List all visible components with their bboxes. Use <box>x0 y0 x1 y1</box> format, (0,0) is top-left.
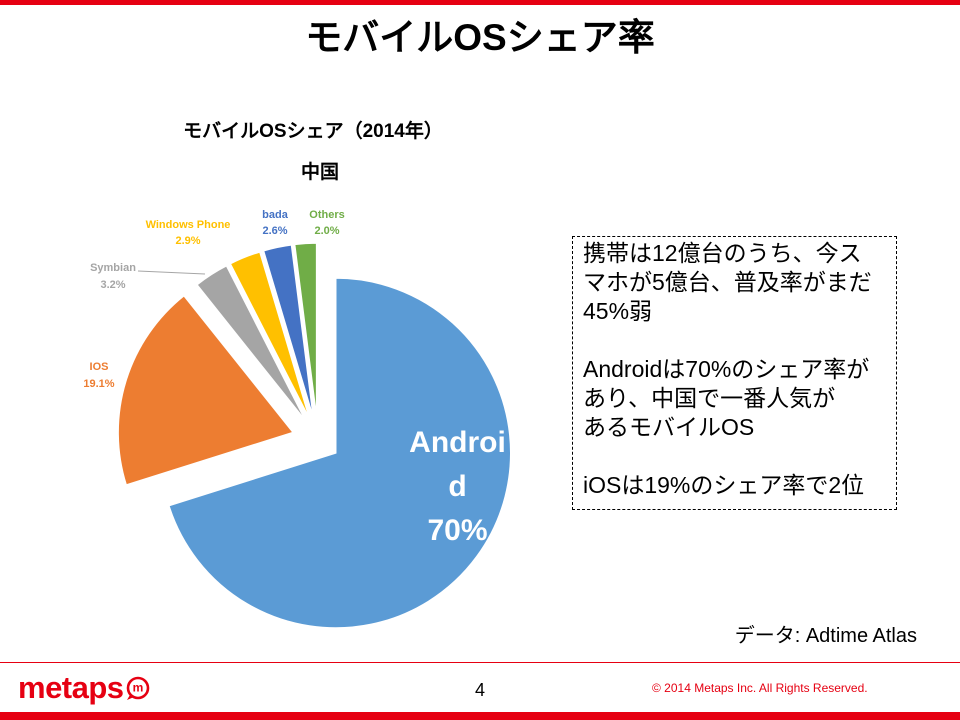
pie-label-symbian-value: 3.2% <box>100 279 125 291</box>
pie-chart: モバイルOSシェア（2014年） 中国 IOS 19.1% Symbian 3.2% W… <box>83 119 512 629</box>
pie-label-android: Android 70% <box>405 421 510 553</box>
notes-line: あり、中国で一番人気が <box>583 385 836 411</box>
logo-mark-letter: m <box>133 681 144 695</box>
pie-slice-windows-phone <box>229 250 311 420</box>
pie-label-bada-value: 2.6% <box>262 225 287 237</box>
pie-label-others-name: Others <box>309 209 344 221</box>
pie-labels: IOS 19.1% Symbian 3.2% Windows Phone 2.9% bada… <box>83 209 344 390</box>
pie-label-windows-phone-name: Windows Phone <box>146 219 231 231</box>
footer-divider <box>0 662 960 663</box>
pie-slice-others <box>293 242 318 419</box>
notes-box: 携帯は12億台のうち、今ス マホが5億台、普及率がまだ 45%弱 Android… <box>572 236 897 510</box>
pie-label-android-name: Android <box>409 426 506 503</box>
pie-slice-android <box>167 277 512 629</box>
notes-line: あるモバイルOS <box>583 414 755 440</box>
copyright-notice: © 2014 Metaps Inc. All Rights Reserved. <box>652 681 868 695</box>
notes-paragraph-2: Androidは70%のシェア率が あり、中国で一番人気が あるモバイルOS <box>583 355 896 442</box>
pie-chart-svg: モバイルOSシェア（2014年） 中国 IOS 19.1% Symbian 3.2% W… <box>83 119 512 629</box>
notes-line: 45%弱 <box>583 298 653 324</box>
pie-slice-symbian <box>195 264 307 422</box>
logo-ring <box>126 676 150 700</box>
notes-paragraph-1: 携帯は12億台のうち、今ス マホが5億台、普及率がまだ 45%弱 <box>583 239 896 326</box>
page-number: 4 <box>474 680 485 700</box>
metaps-logo: metaps m <box>16 668 156 708</box>
pie-slice-ios <box>117 294 295 486</box>
leader-line-symbian <box>137 270 206 275</box>
notes-line: マホが5億台、普及率がまだ <box>583 269 872 295</box>
logo-tail <box>127 694 134 700</box>
notes-line: iOSは19%のシェア率で2位 <box>583 472 865 498</box>
metaps-logo-icon: m <box>126 676 150 700</box>
pie-label-ios-value: 19.1% <box>83 378 114 390</box>
slide-title: モバイルOSシェア率 <box>305 17 655 58</box>
notes-line: Androidは70%のシェア率が <box>583 356 870 382</box>
pie-slices <box>117 242 512 629</box>
top-accent-bar <box>0 0 960 5</box>
pie-label-others-value: 2.0% <box>314 225 339 237</box>
chart-title: モバイルOSシェア（2014年） <box>183 119 443 142</box>
logo-wordmark: metaps <box>18 670 124 705</box>
pie-label-windows-phone-value: 2.9% <box>175 235 200 247</box>
data-source: データ: Adtime Atlas <box>734 625 917 647</box>
pie-label-android-value: 70% <box>427 514 488 547</box>
notes-paragraph-3: iOSは19%のシェア率で2位 <box>583 471 896 500</box>
chart-subtitle: 中国 <box>301 160 339 183</box>
notes-line: 携帯は12億台のうち、今ス <box>583 240 862 266</box>
pie-label-bada-name: bada <box>262 209 289 221</box>
pie-label-ios-name: IOS <box>90 361 109 373</box>
pie-label-symbian-name: Symbian <box>90 262 136 274</box>
pie-slice-bada <box>262 244 315 419</box>
bottom-accent-bar <box>0 712 960 720</box>
